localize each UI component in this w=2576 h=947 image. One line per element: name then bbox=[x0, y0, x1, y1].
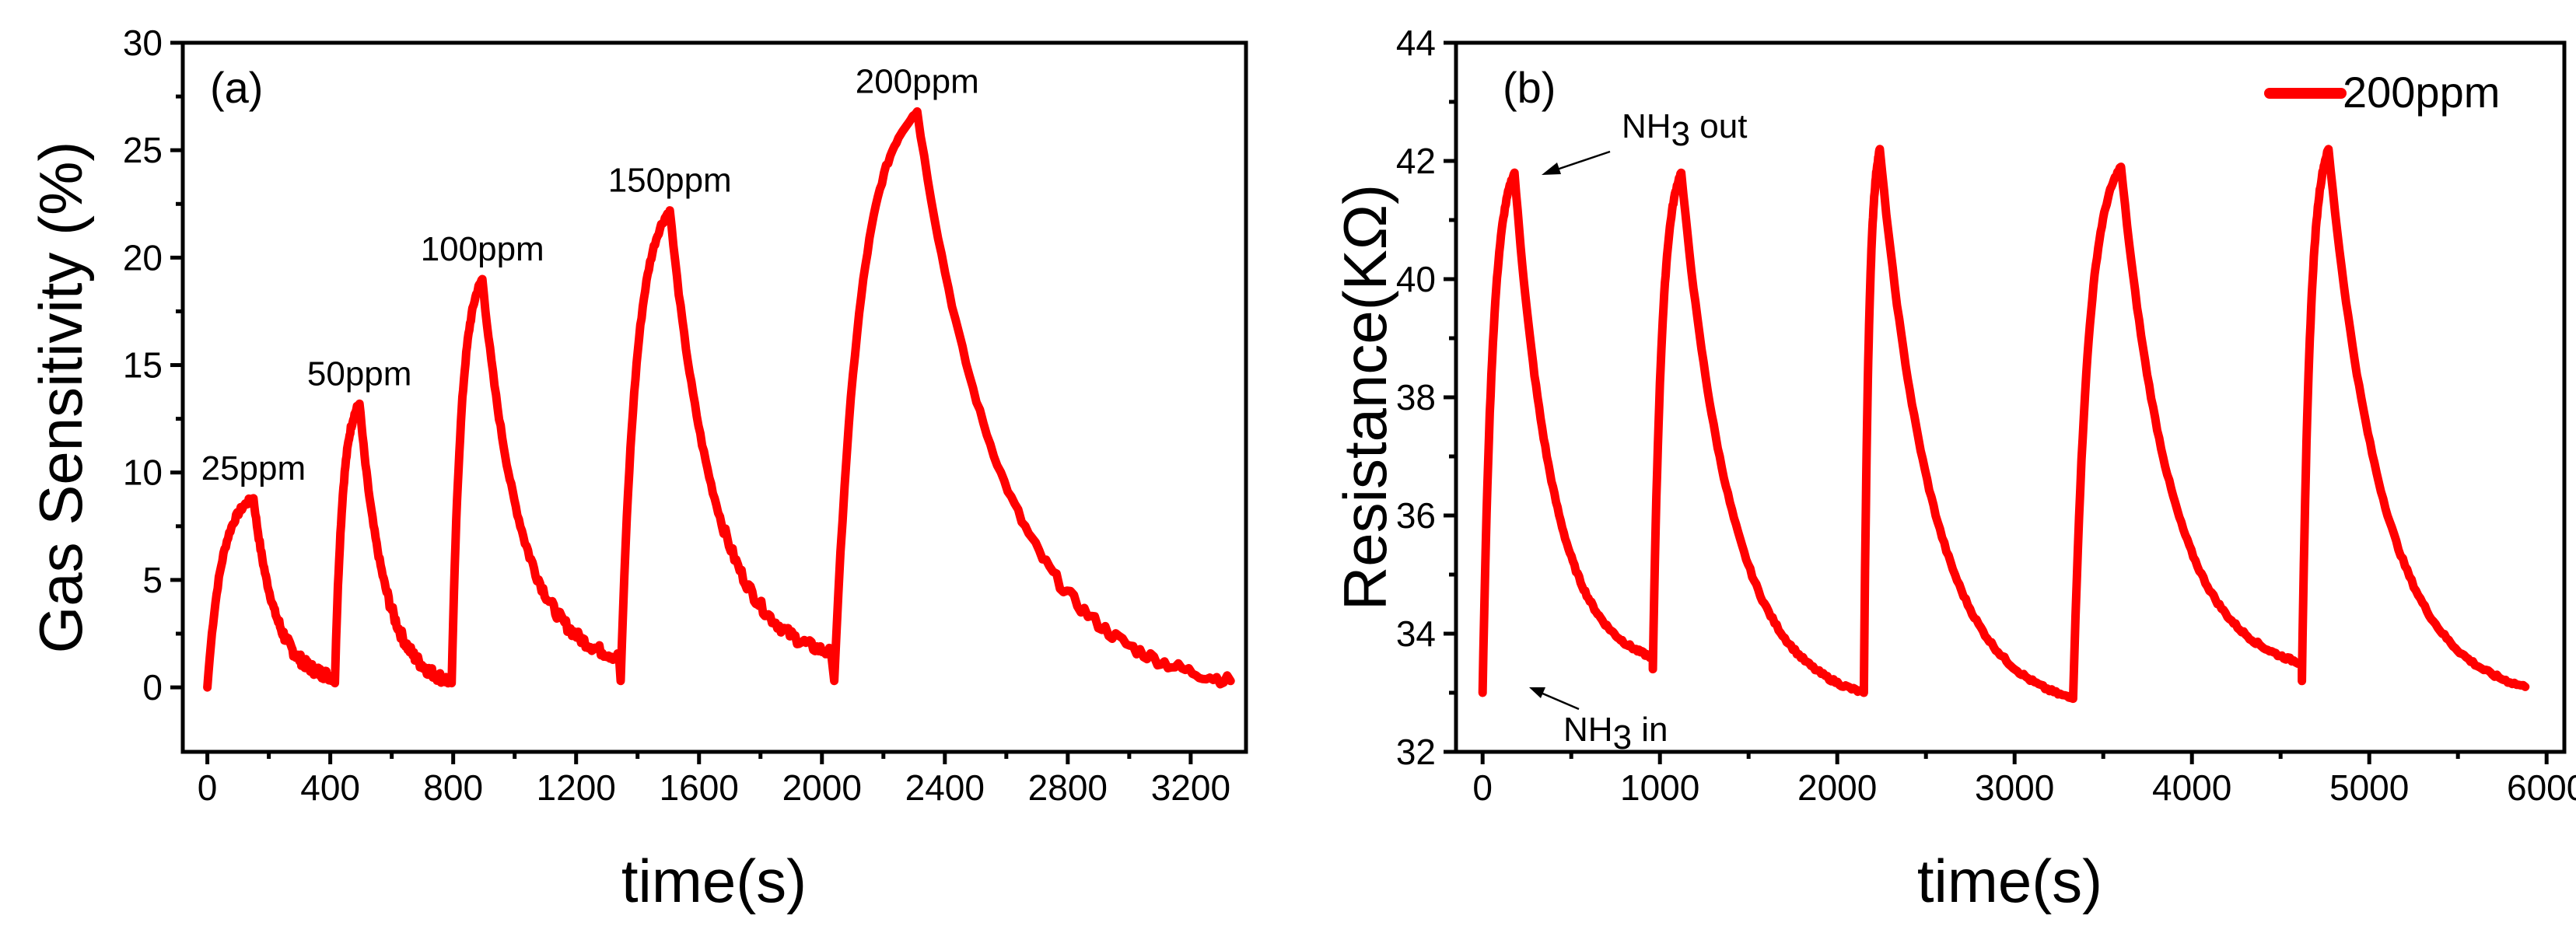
y-tick-label: 10 bbox=[123, 453, 163, 493]
annotation-nh3-out: NH3 out bbox=[1542, 107, 1747, 175]
annotation-nh3-out-sub: 3 bbox=[1671, 115, 1690, 153]
y-tick-label: 34 bbox=[1396, 613, 1436, 654]
panel-a-x-ticks: 0 400 800 1200 1600 2000 2400 2800 3200 bbox=[198, 752, 1230, 808]
x-tick-label: 0 bbox=[198, 767, 218, 808]
y-tick-label: 40 bbox=[1396, 259, 1436, 299]
x-tick-label: 6000 bbox=[2507, 767, 2576, 808]
x-tick-label: 3000 bbox=[1975, 767, 2054, 808]
annotation-nh3-in-text: NH3 in bbox=[1563, 711, 1668, 757]
x-tick-label: 1200 bbox=[537, 767, 616, 808]
annotation-nh3-in-sub: 3 bbox=[1613, 718, 1632, 757]
annotation-nh3-in-tail: in bbox=[1632, 711, 1668, 749]
panel-b: 0 1000 2000 3000 4000 5000 6000 32 34 36 38 40 42 44… bbox=[1331, 23, 2576, 915]
panel-a-y-ticks: 0 5 10 15 20 25 30 bbox=[123, 23, 183, 708]
y-tick-label: 20 bbox=[123, 237, 163, 278]
y-tick-label: 38 bbox=[1396, 377, 1436, 418]
x-tick-label: 3200 bbox=[1151, 767, 1230, 808]
y-tick-label: 42 bbox=[1396, 141, 1436, 181]
y-tick-label: 0 bbox=[142, 667, 163, 708]
annotation-nh3-in: NH3 in bbox=[1529, 687, 1668, 757]
panel-a-frame bbox=[180, 40, 1248, 754]
x-tick-label: 4000 bbox=[2152, 767, 2231, 808]
peak-label: 25ppm bbox=[201, 449, 306, 487]
panel-b-y-axis-label: Resistance(KΩ) bbox=[1331, 184, 1399, 610]
y-tick-label: 36 bbox=[1396, 495, 1436, 536]
peak-label: 200ppm bbox=[856, 62, 979, 100]
x-tick-label: 1000 bbox=[1620, 767, 1699, 808]
y-tick-label: 44 bbox=[1396, 23, 1436, 63]
panel-a-x-axis-label: time(s) bbox=[621, 847, 807, 915]
panel-b-y-ticks: 32 34 36 38 40 42 44 bbox=[1396, 23, 1456, 772]
x-tick-label: 2400 bbox=[905, 767, 985, 808]
x-tick-label: 1600 bbox=[660, 767, 739, 808]
y-tick-label: 5 bbox=[142, 560, 163, 600]
panel-b-series-line bbox=[1478, 145, 2530, 704]
y-tick-label: 32 bbox=[1396, 732, 1436, 772]
peak-label: 50ppm bbox=[307, 355, 412, 393]
y-tick-label: 30 bbox=[123, 23, 163, 63]
annotation-nh3-out-tail: out bbox=[1690, 107, 1747, 145]
annotation-nh3-out-text: NH3 out bbox=[1622, 107, 1747, 153]
panel-a-series-line bbox=[203, 107, 1235, 692]
x-tick-label: 400 bbox=[300, 767, 360, 808]
panel-a-y-axis-label: Gas Sensitivity (%) bbox=[26, 142, 95, 654]
x-tick-label: 2000 bbox=[782, 767, 862, 808]
x-tick-label: 0 bbox=[1472, 767, 1493, 808]
peak-label: 100ppm bbox=[421, 230, 544, 268]
panel-b-x-axis-label: time(s) bbox=[1917, 847, 2102, 915]
annotation-nh3-in-main: NH bbox=[1563, 711, 1613, 749]
annotation-nh3-out-main: NH bbox=[1622, 107, 1671, 145]
x-tick-label: 2000 bbox=[1797, 767, 1877, 808]
panel-a-peak-labels: 25ppm 50ppm 100ppm 150ppm 200ppm bbox=[201, 62, 979, 487]
x-tick-label: 2800 bbox=[1028, 767, 1108, 808]
annotation-nh3-in-arrowhead bbox=[1529, 687, 1545, 698]
legend-label: 200ppm bbox=[2343, 68, 2500, 117]
y-tick-label: 15 bbox=[123, 345, 163, 386]
panel-b-x-ticks: 0 1000 2000 3000 4000 5000 6000 bbox=[1472, 752, 2576, 808]
peak-label: 150ppm bbox=[608, 162, 732, 200]
x-tick-label: 5000 bbox=[2329, 767, 2409, 808]
y-tick-label: 25 bbox=[123, 130, 163, 170]
panel-a: 0 400 800 1200 1600 2000 2400 2800 3200 0 5 10 15 20… bbox=[26, 23, 1248, 915]
panel-b-label: (b) bbox=[1503, 63, 1556, 112]
annotation-nh3-out-arrowhead bbox=[1542, 162, 1561, 175]
panel-a-label: (a) bbox=[210, 63, 263, 112]
x-tick-label: 800 bbox=[423, 767, 483, 808]
legend: 200ppm bbox=[2264, 68, 2500, 117]
